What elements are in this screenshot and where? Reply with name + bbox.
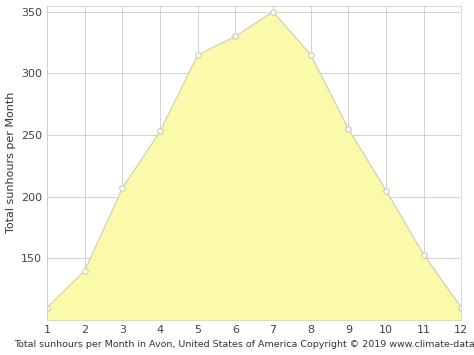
X-axis label: Total sunhours per Month in Avon, United States of America Copyright © 2019 www.: Total sunhours per Month in Avon, United… <box>15 340 474 349</box>
Y-axis label: Total sunhours per Month: Total sunhours per Month <box>6 92 16 234</box>
